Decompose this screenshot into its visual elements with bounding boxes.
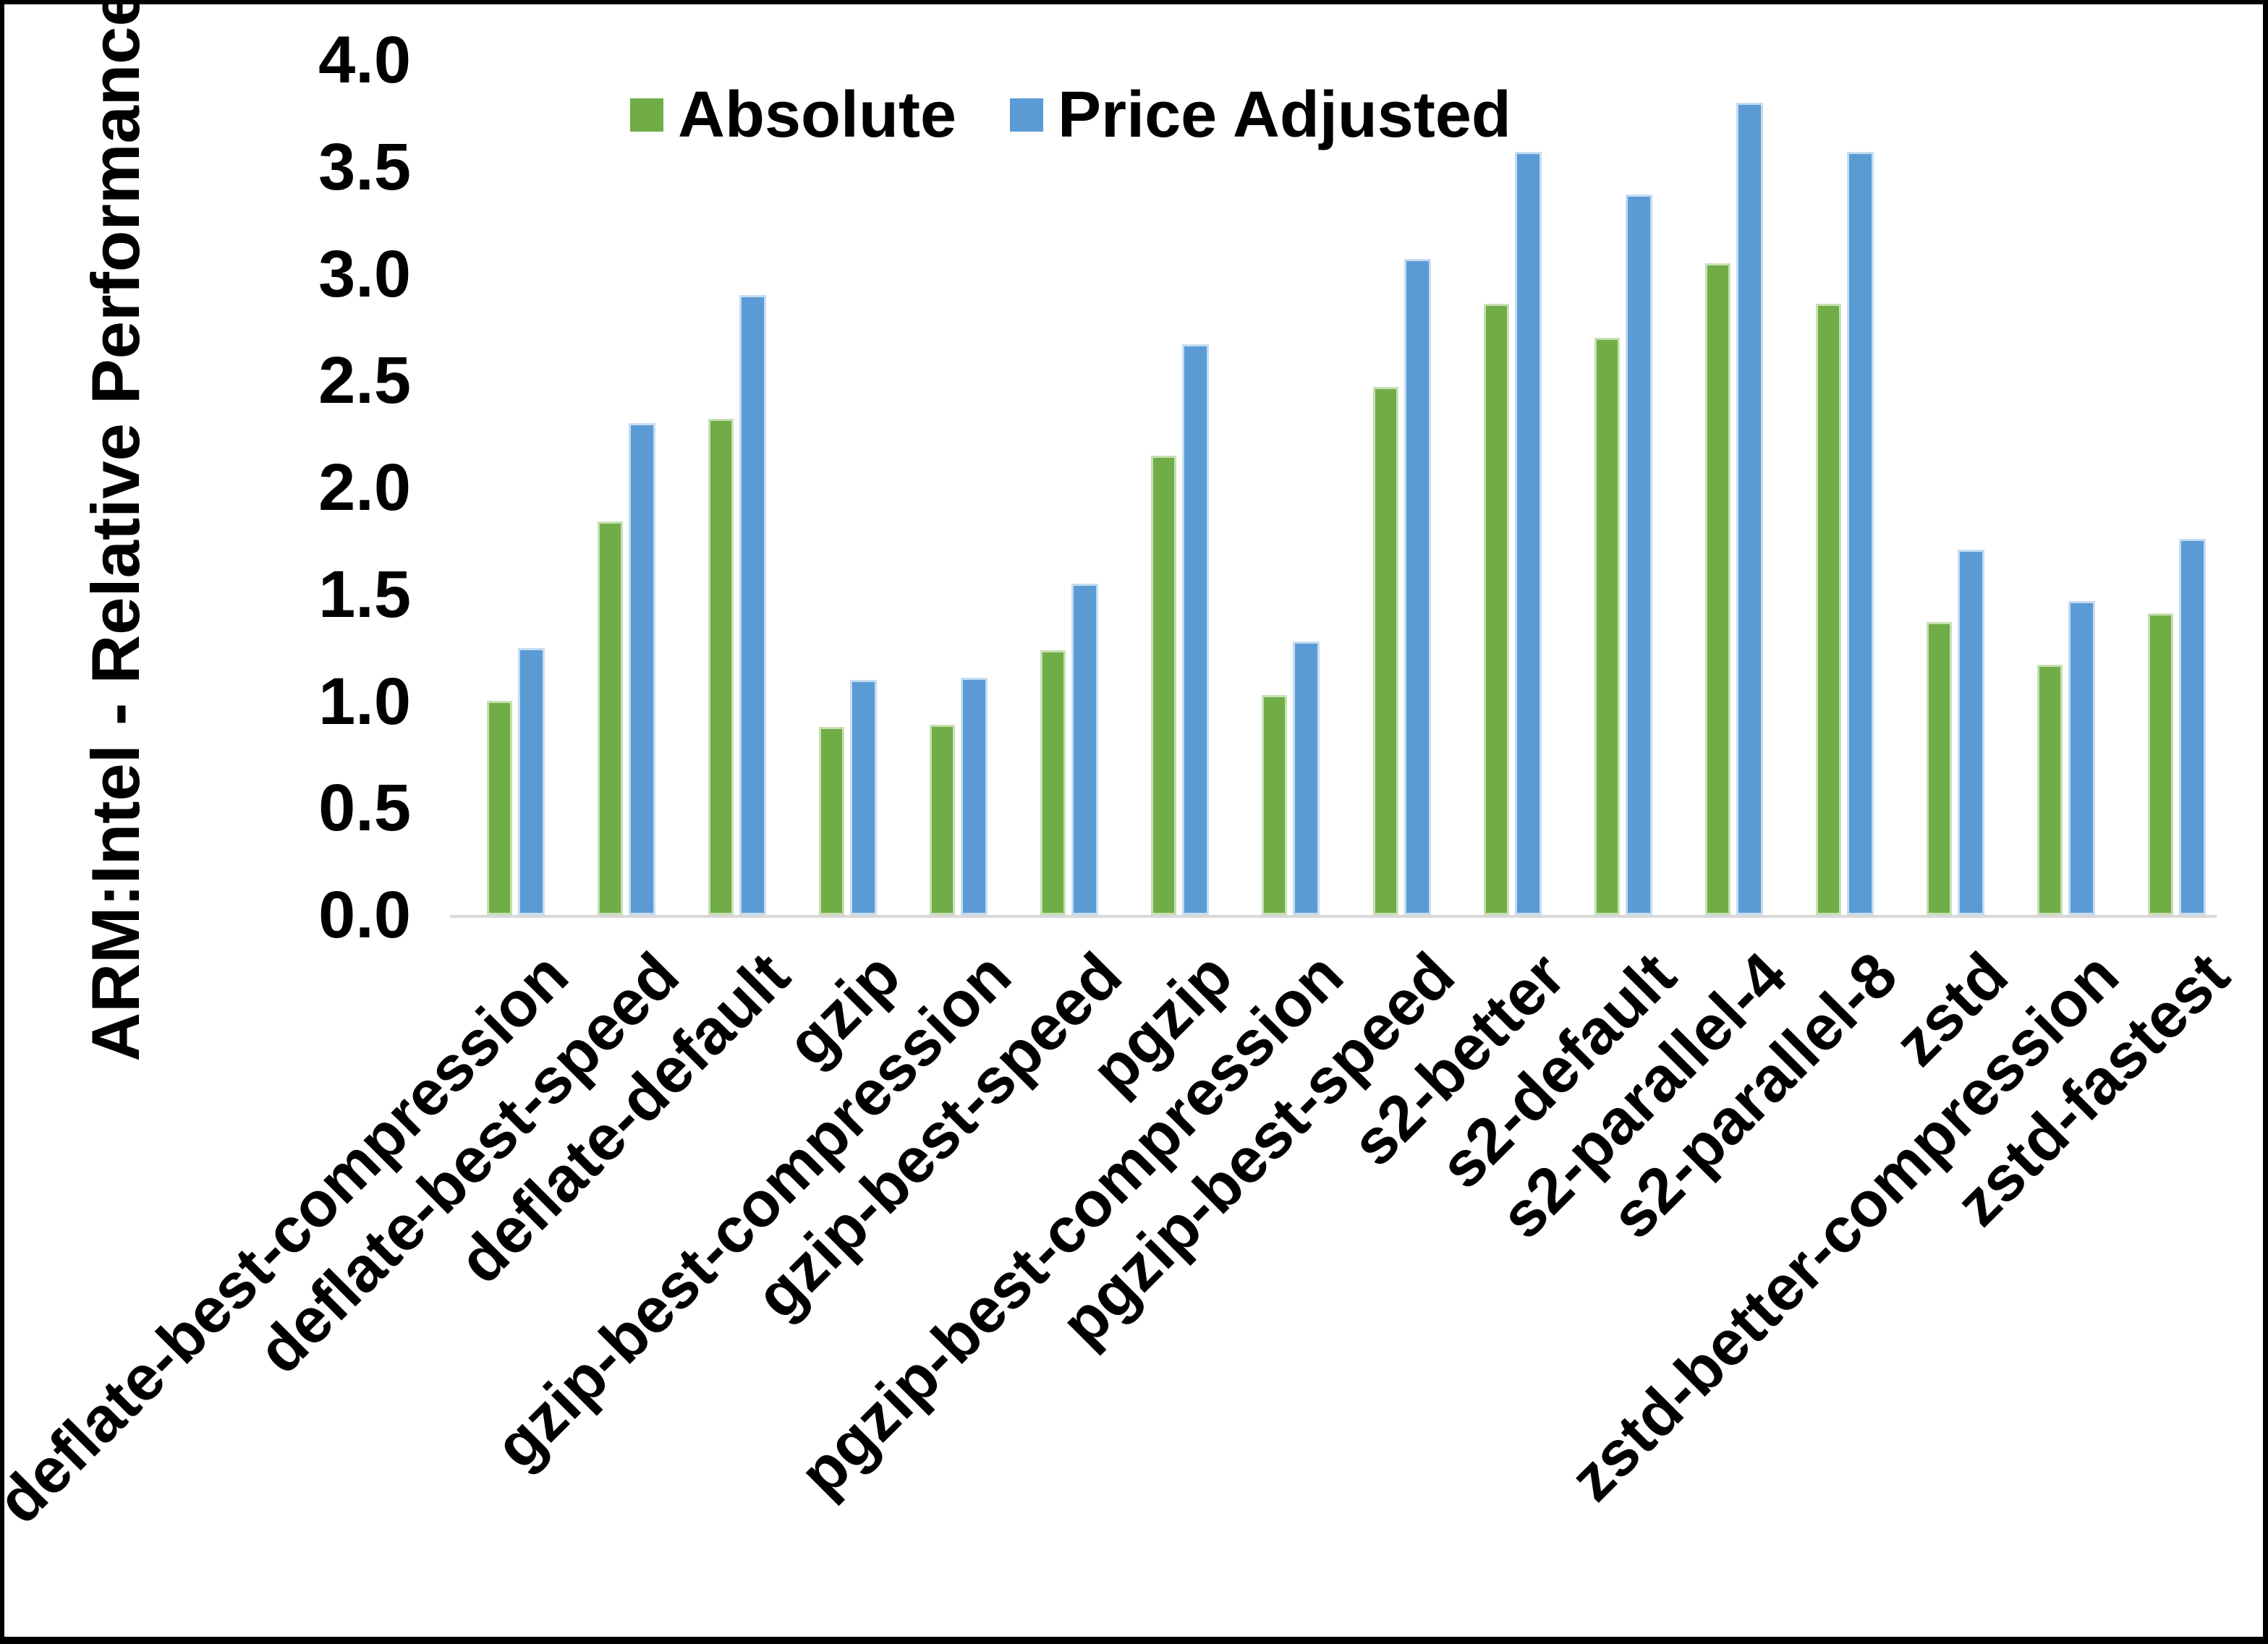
bar-absolute-zstd — [1927, 622, 1952, 915]
bar-price-adjusted-zstd-better-compression — [2068, 601, 2095, 915]
legend-entry-price-adjusted: Price Adjusted — [1010, 82, 1511, 148]
bar-absolute-deflate-default — [708, 419, 734, 915]
bar-price-adjusted-zstd — [1958, 550, 1984, 915]
x-axis-line — [450, 915, 2217, 918]
bar-price-adjusted-s2-parallel-4 — [1736, 103, 1763, 915]
bar-price-adjusted-deflate-best-compression — [518, 648, 545, 915]
bar-price-adjusted-s2-better — [1515, 152, 1542, 915]
bar-absolute-s2-default — [1594, 338, 1620, 915]
bar-absolute-zstd-fastest — [2148, 613, 2173, 915]
bar-absolute-gzip — [819, 727, 844, 915]
y-tick-label: 0.5 — [318, 771, 411, 846]
legend: Absolute Price Adjusted — [630, 82, 1511, 148]
bar-price-adjusted-deflate-default — [739, 295, 766, 915]
bar-price-adjusted-s2-default — [1626, 195, 1652, 915]
plot-area — [453, 60, 2218, 915]
legend-swatch-price-adjusted-icon — [1010, 98, 1044, 132]
bar-price-adjusted-deflate-best-speed — [629, 423, 655, 915]
bar-price-adjusted-pgzip — [1182, 344, 1209, 915]
bar-absolute-gzip-best-speed — [1040, 650, 1066, 915]
bar-absolute-zstd-better-compression — [2037, 665, 2063, 915]
bar-absolute-s2-parallel-4 — [1705, 263, 1730, 915]
y-tick-label: 0.0 — [318, 878, 411, 952]
bar-absolute-s2-better — [1484, 304, 1509, 915]
bar-price-adjusted-zstd-fastest — [2179, 539, 2206, 915]
y-tick-label: 4.0 — [318, 23, 411, 97]
bar-absolute-pgzip — [1151, 456, 1176, 915]
y-tick-label: 1.0 — [318, 664, 411, 738]
y-tick-label: 3.5 — [318, 129, 411, 204]
legend-swatch-absolute-icon — [630, 98, 663, 132]
bar-price-adjusted-gzip-best-compression — [961, 678, 988, 915]
bar-price-adjusted-gzip — [850, 680, 877, 915]
bar-absolute-pgzip-best-compression — [1262, 695, 1287, 915]
y-tick-label: 3.0 — [318, 237, 411, 311]
legend-label-price-adjusted: Price Adjusted — [1058, 79, 1511, 151]
bar-price-adjusted-gzip-best-speed — [1071, 584, 1098, 915]
bar-price-adjusted-pgzip-best-compression — [1293, 642, 1320, 915]
bar-absolute-pgzip-best-speed — [1373, 387, 1398, 915]
bar-price-adjusted-pgzip-best-speed — [1404, 259, 1431, 915]
legend-entry-absolute: Absolute — [630, 82, 956, 148]
bar-absolute-deflate-best-compression — [487, 701, 512, 915]
y-tick-label: 2.0 — [318, 451, 411, 524]
bar-absolute-deflate-best-speed — [598, 521, 623, 915]
bar-absolute-s2-parallel-8 — [1816, 304, 1841, 915]
bar-price-adjusted-s2-parallel-8 — [1847, 152, 1874, 915]
bar-absolute-gzip-best-compression — [930, 725, 955, 915]
y-tick-label: 2.5 — [318, 344, 411, 418]
y-tick-label: 1.5 — [318, 557, 411, 631]
legend-label-absolute: Absolute — [678, 79, 957, 151]
